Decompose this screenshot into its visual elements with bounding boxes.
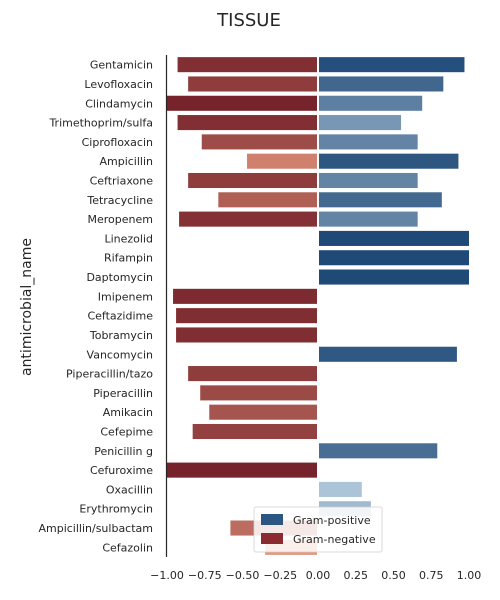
y-tick-ceftriaxone: Ceftriaxone [90,175,154,188]
bar-gram-negative-meropenem [179,211,317,227]
gram-positive-bars [319,57,469,517]
y-tick-rifampin: Rifampin [104,252,153,265]
bar-gram-positive-daptomycin [319,269,469,285]
y-tick-daptomycin: Daptomycin [86,271,153,284]
y-tick-clindamycin: Clindamycin [85,97,153,110]
x-tick-6: 0.50 [381,569,406,582]
bar-gram-negative-trimethoprim-sulfa [177,115,317,131]
bar-gram-negative-piperacillin [200,385,317,401]
y-tick-tetracycline: Tetracycline [86,194,153,207]
y-tick-meropenem: Meropenem [88,213,153,226]
y-tick-piperacillin-tazo: Piperacillin/tazo [66,368,153,381]
bar-gram-positive-ciprofloxacin [319,134,418,150]
bar-gram-negative-gentamicin [177,57,317,73]
bar-gram-positive-clindamycin [319,95,423,111]
chart-title: TISSUE [216,10,281,31]
y-tick-ciprofloxacin: Ciprofloxacin [82,136,153,149]
bar-gram-negative-ciprofloxacin [201,134,317,150]
x-tick-2: −0.50 [226,569,260,582]
legend-label-gram-negative: Gram-negative [293,533,376,546]
y-tick-piperacillin: Piperacillin [93,387,153,400]
bar-gram-negative-piperacillin-tazo [188,366,317,382]
bar-gram-negative-cefepime [192,423,317,440]
y-tick-labels: Gentamicin Levofloxacin Clindamycin Trimeth… [38,59,153,555]
bar-gram-positive-meropenem [319,211,418,227]
bar-gram-positive-levofloxacin [319,76,444,92]
x-tick-3: −0.25 [263,569,297,582]
bar-gram-negative-tetracycline [218,192,317,208]
y-tick-tobramycin: Tobramycin [89,329,153,342]
bar-gram-positive-penicillin-g [319,443,438,459]
bar-gram-negative-levofloxacin [188,76,317,92]
bar-gram-positive-ampicillin [319,153,459,169]
y-tick-gentamicin: Gentamicin [90,59,153,72]
bar-gram-positive-trimethoprim-sulfa [319,115,402,131]
y-tick-cefuroxime: Cefuroxime [90,464,153,477]
bar-gram-negative-cefuroxime [167,462,317,478]
y-tick-cefazolin: Cefazolin [102,541,153,554]
y-tick-trimethoprim-sulfa: Trimethoprim/sulfa [48,117,153,130]
y-tick-levofloxacin: Levofloxacin [84,78,153,91]
bar-gram-positive-tetracycline [319,192,442,208]
bar-gram-positive-ceftriaxone [319,172,418,189]
bar-gram-positive-rifampin [319,250,469,266]
bar-gram-positive-gentamicin [319,57,465,73]
y-tick-amikacin: Amikacin [103,406,153,419]
y-tick-erythromycin: Erythromycin [79,503,153,516]
y-axis-label: antimicrobial_name [19,238,35,376]
x-tick-1: −0.75 [188,569,222,582]
x-tick-0: −1.00 [150,569,184,582]
legend-swatch-gram-negative [261,533,283,544]
legend: Gram-positive Gram-negative [253,506,383,553]
y-tick-vancomycin: Vancomycin [87,348,153,361]
legend-label-gram-positive: Gram-positive [293,514,371,527]
y-tick-ceftazidime: Ceftazidime [87,310,153,323]
x-tick-4: 0.00 [306,569,331,582]
y-tick-imipenem: Imipenem [98,290,153,303]
bar-gram-negative-ceftazidime [176,308,317,324]
x-tick-5: 0.25 [344,569,369,582]
gram-negative-bars [167,57,317,555]
bar-gram-positive-oxacillin [319,481,362,497]
bar-gram-positive-linezolid [319,230,469,246]
bar-gram-negative-tobramycin [176,327,317,343]
y-tick-penicillin-g: Penicillin g [94,445,153,458]
bar-gram-negative-ampicillin [247,153,317,169]
y-tick-linezolid: Linezolid [104,232,153,245]
bar-gram-negative-clindamycin [167,95,317,111]
y-tick-ampicillin-sulbactam: Ampicillin/sulbactam [38,522,153,535]
y-tick-oxacillin: Oxacillin [106,483,153,496]
x-tick-labels: −1.00 −0.75 −0.50 −0.25 0.00 0.25 0.50 0.75 1.00 [150,569,481,582]
bar-gram-negative-amikacin [209,404,317,420]
bar-gram-positive-vancomycin [319,346,457,362]
x-tick-8: 1.00 [457,569,482,582]
x-tick-7: 0.75 [419,569,444,582]
bar-gram-negative-imipenem [173,288,317,304]
y-tick-cefepime: Cefepime [100,426,153,439]
legend-box [253,506,383,553]
bar-gram-negative-ceftriaxone [188,172,317,189]
y-tick-ampicillin: Ampicillin [99,155,153,168]
legend-swatch-gram-positive [261,514,283,525]
